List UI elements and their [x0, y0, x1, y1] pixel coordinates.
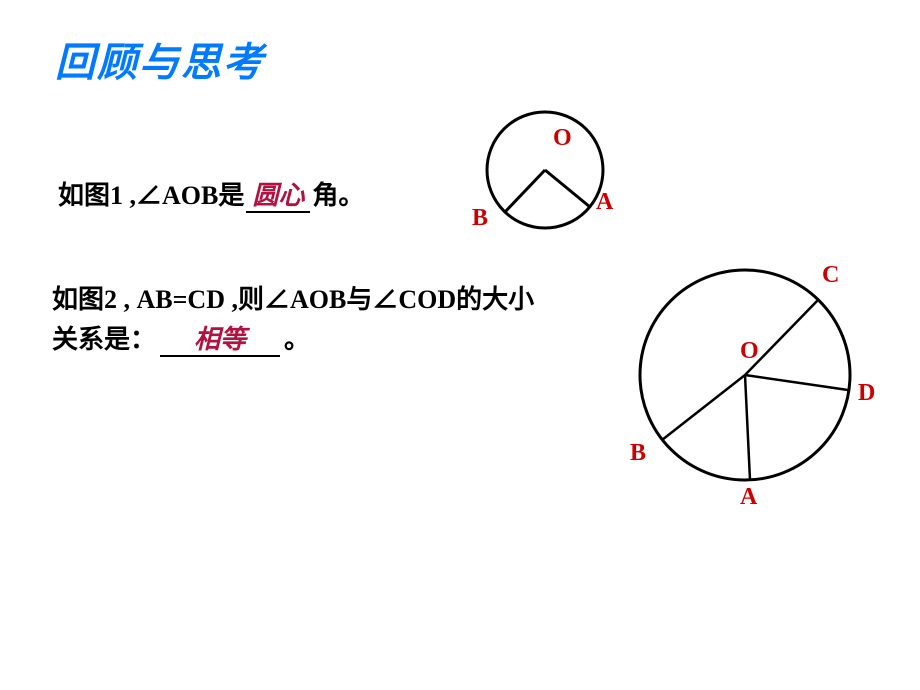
- problem-2-suffix: 。: [284, 325, 310, 354]
- problem-1: 如图1 ,∠AOB是 圆心 角。: [58, 175, 364, 213]
- problem-2-blank: 相等: [160, 327, 280, 357]
- figure-2: O C D B A: [590, 230, 910, 530]
- radius-line-3: [745, 375, 848, 390]
- point-label-D: D: [858, 380, 875, 407]
- point-label-A: A: [596, 189, 613, 216]
- problem-1-blank: 圆心: [246, 183, 310, 213]
- point-label-B: B: [630, 440, 646, 467]
- point-label-O: O: [740, 338, 759, 365]
- problem-1-answer: 圆心: [252, 181, 304, 210]
- point-label-B: B: [472, 205, 488, 232]
- point-label-C: C: [822, 262, 839, 289]
- problem-2-answer: 相等: [194, 325, 246, 354]
- point-label-O: O: [553, 125, 572, 152]
- radius-line-1: [662, 375, 745, 440]
- problem-2-line-1: 如图2 , AB=CD ,则∠AOB与∠COD的大小: [52, 280, 612, 320]
- point-label-A: A: [740, 484, 757, 511]
- problem-2-line-2: 关系是： 相等 。: [52, 320, 612, 360]
- radius-line-0: [545, 170, 590, 207]
- problem-2-prefix: 关系是：: [52, 325, 156, 354]
- page-title: 回顾与思考: [55, 30, 265, 88]
- figure-1: O A B: [460, 95, 630, 245]
- radius-line-1: [505, 170, 545, 212]
- problem-2: 如图2 , AB=CD ,则∠AOB与∠COD的大小 关系是： 相等 。: [52, 280, 612, 360]
- radius-line-0: [745, 375, 750, 480]
- problem-1-suffix: 角。: [312, 175, 364, 212]
- problem-1-prefix: 如图1 ,∠AOB是: [58, 175, 244, 212]
